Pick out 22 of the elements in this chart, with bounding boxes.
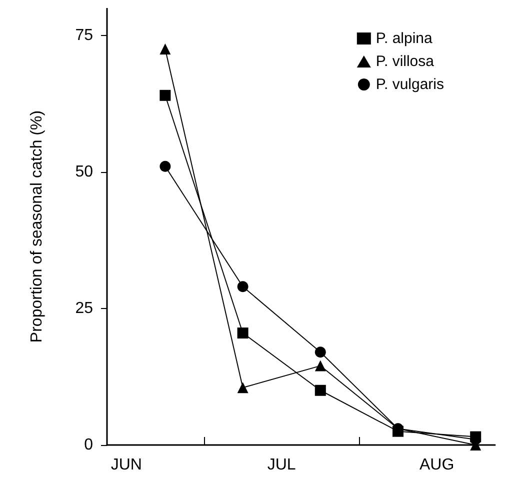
legend-label: P. villosa [376, 53, 435, 70]
point [160, 90, 171, 101]
point [392, 426, 404, 437]
point [237, 382, 248, 394]
y-tick-label: 25 [75, 300, 94, 317]
y-tick-label: 50 [75, 163, 94, 180]
point [160, 43, 171, 54]
y-tick-label: 75 [75, 26, 94, 44]
legend-label: P. vulgaris [376, 76, 444, 93]
x-tick-label: AUG [419, 456, 454, 474]
point [160, 160, 171, 172]
point [470, 431, 482, 442]
point [237, 281, 248, 292]
x-tick-label: JUN [110, 456, 142, 474]
point [237, 328, 248, 339]
y-axis-title: Proportion of seasonal catch (%) [28, 110, 46, 343]
y-tick-label: 0 [84, 436, 94, 454]
legend-label: P. alpina [376, 30, 434, 47]
point [314, 360, 326, 372]
point [314, 384, 326, 396]
x-tick-label: JUL [267, 456, 296, 474]
point [314, 346, 326, 358]
